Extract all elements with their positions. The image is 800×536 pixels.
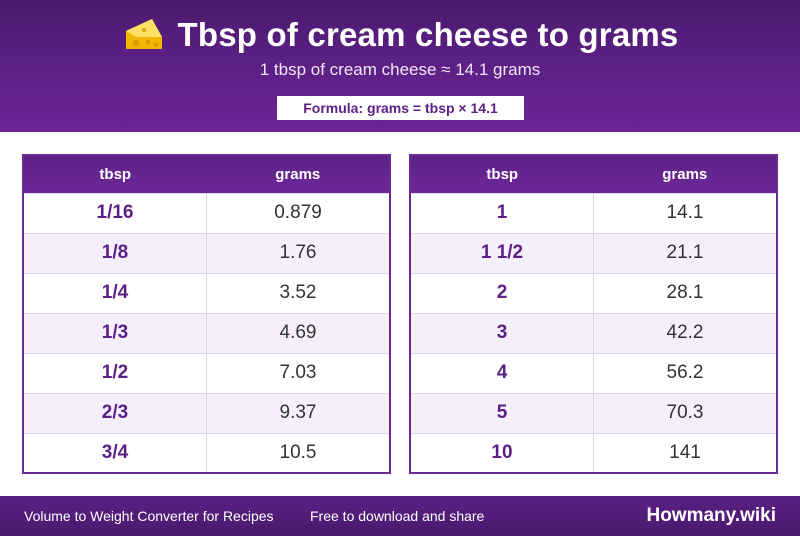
- grams-cell: 21.1: [593, 232, 777, 273]
- grams-cell: 28.1: [593, 272, 777, 313]
- grams-cell: 7.03: [206, 352, 390, 393]
- table-row: 1 14.1: [410, 192, 777, 233]
- tbsp-cell: 1 1/2: [410, 232, 594, 273]
- table-header-row: tbsp grams: [410, 155, 777, 193]
- grams-cell: 70.3: [593, 392, 777, 433]
- table-row: 2 28.1: [410, 272, 777, 313]
- column-header-tbsp: tbsp: [486, 165, 519, 183]
- table-row: 1/2 7.03: [23, 352, 390, 393]
- grams-cell: 42.2: [593, 312, 777, 353]
- table-row: 4 56.2: [410, 352, 777, 393]
- tbsp-cell: 1: [410, 192, 594, 233]
- grams-cell: 0.879: [206, 192, 390, 233]
- brand-logo-text[interactable]: Howmany.wiki: [646, 505, 776, 526]
- subtitle: 1 tbsp of cream cheese ≈ 14.1 grams: [259, 60, 541, 79]
- table-row: 1 1/2 21.1: [410, 232, 777, 273]
- table-row: 5 70.3: [410, 392, 777, 433]
- table-row: 1/4 3.52: [23, 272, 390, 313]
- tbsp-cell: 1/16: [23, 192, 207, 233]
- tbsp-cell: 2/3: [23, 392, 207, 433]
- tbsp-cell: 3: [410, 312, 594, 353]
- tbsp-cell: 1/4: [23, 272, 207, 313]
- grams-cell: 56.2: [593, 352, 777, 393]
- tbsp-cell: 1/8: [23, 232, 207, 273]
- title-row: Tbsp of cream cheese to grams: [0, 14, 800, 56]
- tbsp-cell: 5: [410, 392, 594, 433]
- table-header-row: tbsp grams: [23, 155, 390, 193]
- grams-cell: 141: [593, 432, 777, 473]
- tbsp-cell: 1/2: [23, 352, 207, 393]
- table-row: 10 141: [410, 432, 777, 473]
- column-header-tbsp: tbsp: [99, 165, 132, 183]
- grams-cell: 4.69: [206, 312, 390, 353]
- tbsp-cell: 10: [410, 432, 594, 473]
- table-row: 3 42.2: [410, 312, 777, 353]
- tbsp-cell: 1/3: [23, 312, 207, 353]
- footer-bar: Volume to Weight Converter for Recipes F…: [0, 496, 800, 536]
- tbsp-cell: 4: [410, 352, 594, 393]
- table-row: 1/16 0.879: [23, 192, 390, 233]
- grams-cell: 10.5: [206, 432, 390, 473]
- tbsp-cell: 3/4: [23, 432, 207, 473]
- grams-cell: 14.1: [593, 192, 777, 233]
- grams-cell: 3.52: [206, 272, 390, 313]
- tbsp-cell: 2: [410, 272, 594, 313]
- conversion-table-left: tbsp grams 1/16 0.879 1/8 1.76 1/4 3.52 1/3…: [22, 154, 391, 474]
- table-row: 1/3 4.69: [23, 312, 390, 353]
- column-header-grams: grams: [662, 165, 708, 183]
- formula-badge: Formula: grams = tbsp × 14.1: [277, 96, 524, 120]
- grams-cell: 1.76: [206, 232, 390, 273]
- table-row: 1/8 1.76: [23, 232, 390, 273]
- table-row: 2/3 9.37: [23, 392, 390, 433]
- header-banner: Tbsp of cream cheese to grams 1 tbsp of …: [0, 0, 800, 132]
- conversion-table-right: tbsp grams 1 14.1 1 1/2 21.1 2 28.1 3 42.2 4…: [409, 154, 778, 474]
- grams-cell: 9.37: [206, 392, 390, 433]
- footer-share-note: Free to download and share: [310, 508, 485, 524]
- table-row: 3/4 10.5: [23, 432, 390, 473]
- footer-tagline: Volume to Weight Converter for Recipes: [24, 508, 274, 524]
- page-title: Tbsp of cream cheese to grams: [177, 16, 679, 53]
- cheese-icon: [122, 15, 166, 55]
- column-header-grams: grams: [275, 165, 321, 183]
